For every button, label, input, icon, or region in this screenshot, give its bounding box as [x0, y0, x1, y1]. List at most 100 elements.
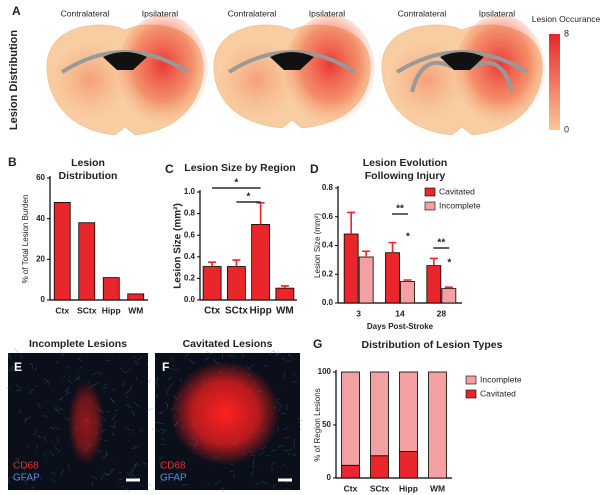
gfap-fiber	[113, 421, 116, 428]
gfap-fiber	[253, 458, 255, 465]
y-tick-label: 0	[41, 295, 46, 304]
significance-mark: *	[247, 192, 251, 203]
panel-label: F	[162, 360, 169, 374]
gfap-fiber	[47, 380, 50, 386]
gfap-fiber	[16, 384, 22, 390]
gfap-fiber	[29, 388, 35, 394]
gfap-fiber	[215, 480, 221, 486]
bar	[428, 371, 447, 479]
gfap-fiber	[283, 426, 290, 430]
gfap-fiber	[124, 427, 131, 431]
y-tick-label: 0.2	[184, 274, 196, 283]
error-bar	[256, 202, 265, 225]
gfap-fiber	[118, 478, 124, 481]
y-tick-label: 50	[322, 420, 331, 429]
brain-maps: Contralateral Ipsilateral Contralateral Ips…	[46, 8, 545, 136]
x-axis-label: Days Post-Stroke	[367, 322, 434, 331]
side-label: Ipsilateral	[479, 8, 515, 18]
bar	[399, 371, 418, 452]
panel-label: B	[8, 155, 17, 169]
gfap-fiber	[109, 425, 116, 429]
stain-label: GFAP	[160, 473, 187, 484]
side-label: Contralateral	[61, 8, 110, 18]
gfap-fiber	[179, 378, 183, 382]
gfap-fiber	[102, 453, 109, 460]
gfap-fiber	[131, 466, 137, 472]
colorbar-tick-label: 8	[564, 28, 569, 38]
x-tick-label: WM	[276, 306, 294, 317]
chart-title: Lesion	[71, 157, 105, 169]
bar	[358, 256, 374, 304]
side-label: Contralateral	[398, 8, 447, 18]
gfap-fiber	[50, 472, 57, 475]
bar	[251, 223, 271, 301]
gfap-fiber	[161, 438, 165, 441]
error-bar	[280, 285, 289, 289]
error-bar	[232, 259, 241, 267]
bar	[341, 464, 360, 479]
side-label: Contralateral	[228, 8, 277, 18]
gfap-fiber	[126, 488, 130, 493]
x-tick-label: Hipp	[399, 483, 418, 493]
gfap-fiber	[270, 461, 276, 466]
gfap-fiber	[29, 363, 33, 366]
gfap-fiber	[252, 464, 255, 469]
y-tick-label: 0.6	[184, 230, 196, 239]
hippocampus	[410, 61, 514, 93]
bar	[53, 201, 71, 301]
y-tick-label: 0.4	[184, 252, 196, 261]
gfap-fiber	[277, 444, 285, 448]
bar	[226, 266, 246, 301]
gfap-fiber	[64, 386, 71, 393]
x-tick-label: Hipp	[102, 305, 121, 315]
gfap-fiber	[133, 463, 138, 466]
y-tick-label: 0.0	[184, 295, 196, 304]
legend-swatch	[465, 389, 477, 399]
gfap-fiber	[270, 449, 277, 452]
gfap-fiber	[158, 456, 164, 460]
brain-map-title: Lesion Distribution	[8, 30, 20, 131]
gfap-fiber	[155, 358, 158, 361]
gfap-fiber	[134, 445, 136, 447]
chart-title: Lesion Size by Region	[184, 162, 295, 174]
y-tick-label: 40	[36, 214, 45, 223]
gfap-fiber	[44, 378, 49, 383]
gfap-fiber	[125, 395, 130, 399]
gfap-fiber	[146, 483, 152, 486]
gfap-fiber	[8, 353, 12, 360]
gfap-fiber	[110, 398, 116, 403]
error-bar	[403, 279, 412, 282]
gfap-fiber	[75, 378, 81, 380]
x-tick-label: 28	[437, 308, 447, 318]
panel-label: E	[14, 360, 22, 374]
gfap-fiber	[281, 357, 285, 361]
x-tick-label: WM	[128, 305, 143, 315]
gfap-fiber	[262, 481, 268, 485]
gfap-fiber	[147, 378, 152, 384]
gfap-fiber	[160, 411, 162, 415]
gfap-fiber	[281, 412, 287, 414]
gfap-fiber	[203, 356, 210, 362]
image-title: Cavitated Lesions	[183, 338, 273, 350]
gfap-fiber	[37, 435, 42, 439]
gfap-fiber	[287, 352, 290, 356]
gfap-fiber	[136, 463, 140, 467]
x-tick-label: WM	[430, 483, 445, 493]
significance-mark: *	[406, 232, 410, 243]
gfap-fiber	[152, 428, 158, 431]
colorbar	[549, 34, 560, 130]
gfap-fiber	[133, 401, 140, 408]
gfap-fiber	[177, 471, 181, 475]
x-tick-label: 14	[395, 308, 405, 318]
gfap-fiber	[167, 367, 174, 371]
gfap-fiber	[56, 408, 60, 415]
bar	[78, 222, 96, 301]
gfap-fiber	[292, 380, 298, 383]
gfap-fiber	[289, 354, 293, 359]
gfap-fiber	[27, 477, 29, 480]
gfap-fiber	[122, 381, 126, 387]
panel-label: D	[310, 162, 319, 176]
gfap-fiber	[78, 365, 83, 370]
colorbar-label: Lesion Occurance	[532, 14, 600, 24]
